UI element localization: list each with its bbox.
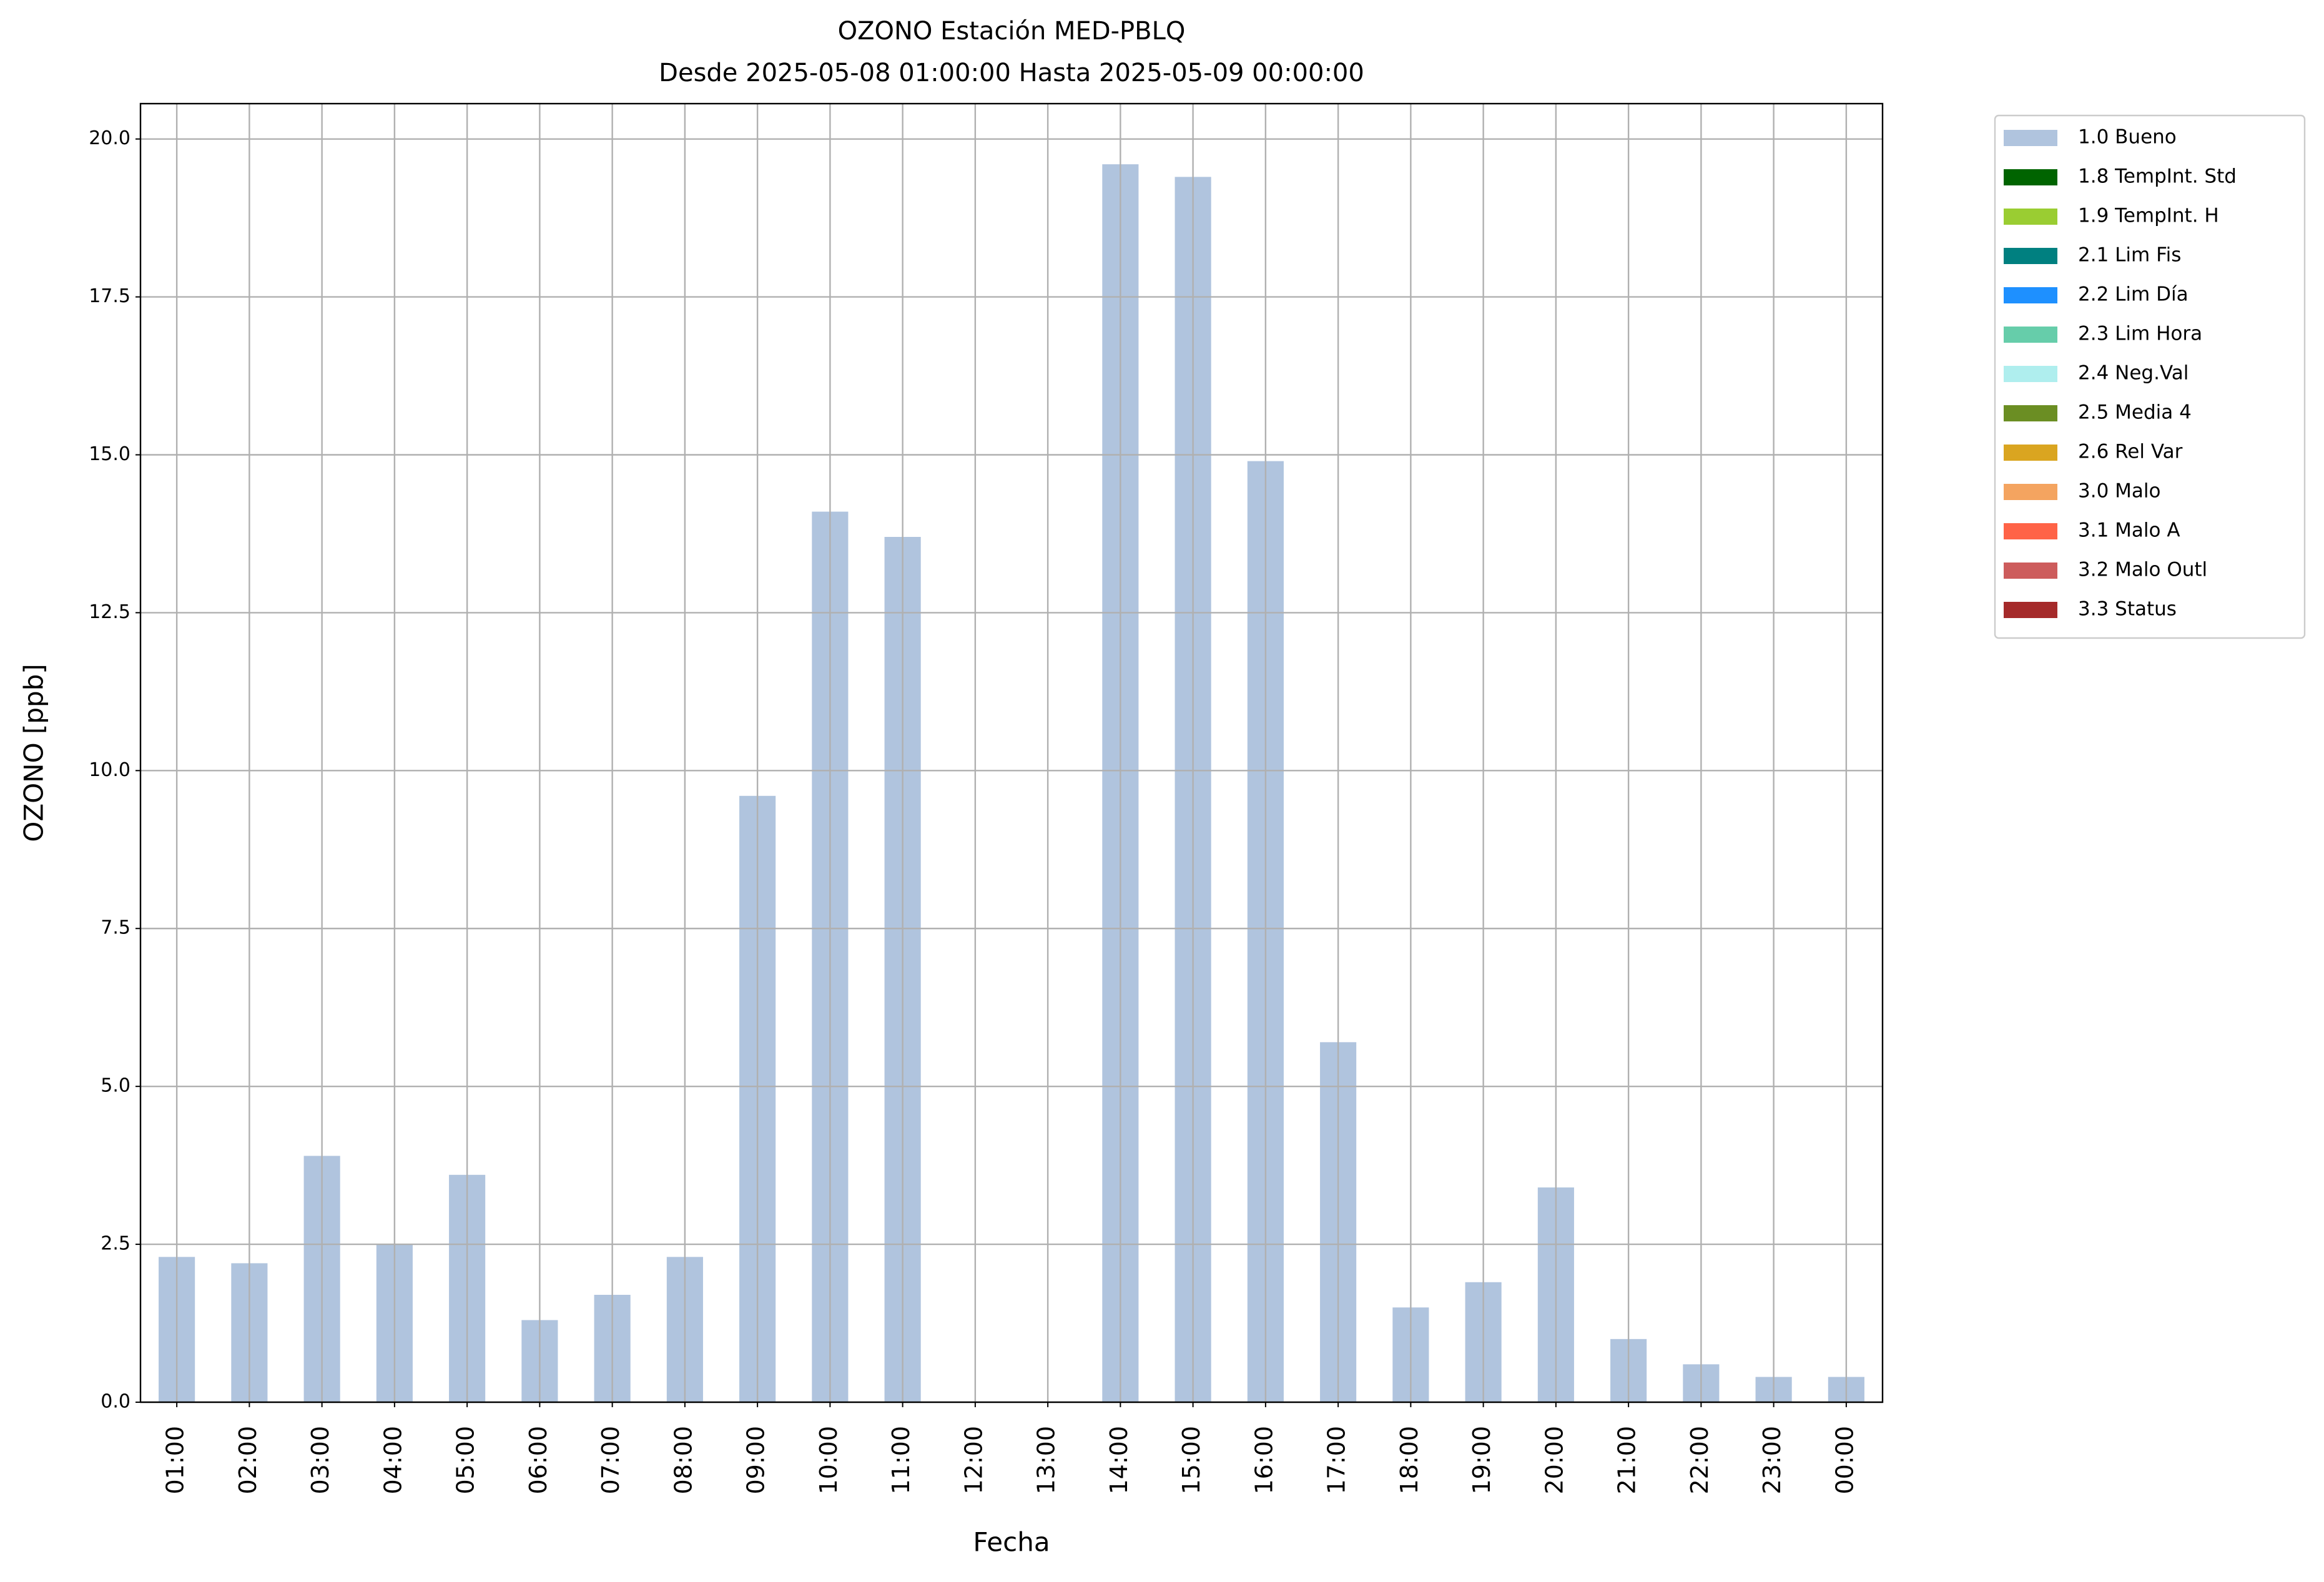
legend-swatch [2004, 209, 2057, 225]
x-axis-label: Fecha [973, 1527, 1050, 1558]
x-tick-label: 16:00 [1250, 1426, 1278, 1495]
x-tick-label: 19:00 [1468, 1426, 1495, 1495]
legend-label: 1.0 Bueno [2078, 126, 2177, 149]
legend-swatch [2004, 287, 2057, 303]
chart-title: OZONO Estación MED-PBLQ [838, 17, 1186, 46]
legend-swatch [2004, 445, 2057, 461]
x-tick-label: 22:00 [1686, 1426, 1713, 1495]
chart-subtitle: Desde 2025-05-08 01:00:00 Hasta 2025-05-… [659, 59, 1364, 87]
y-tick-label: 15.0 [89, 443, 130, 465]
legend-swatch [2004, 169, 2057, 185]
y-tick-label: 10.0 [89, 759, 130, 781]
x-tick-label: 08:00 [669, 1426, 697, 1495]
legend-label: 1.8 TempInt. Std [2078, 165, 2237, 188]
legend-label: 3.3 Status [2078, 598, 2177, 621]
legend-label: 2.1 Lim Fis [2078, 244, 2181, 267]
x-tick-label: 12:00 [960, 1426, 987, 1495]
x-tick-label: 10:00 [815, 1426, 842, 1495]
x-tick-label: 01:00 [162, 1426, 189, 1495]
legend-swatch [2004, 602, 2057, 618]
legend-swatch [2004, 563, 2057, 579]
x-tick-label: 06:00 [524, 1426, 552, 1495]
x-tick-label: 11:00 [887, 1426, 915, 1495]
y-tick-label: 12.5 [89, 601, 130, 623]
y-axis-label: OZONO [ppb] [19, 664, 49, 842]
y-tick-label: 17.5 [89, 285, 130, 307]
x-tick-label: 04:00 [379, 1426, 406, 1495]
x-tick-label: 23:00 [1758, 1426, 1786, 1495]
x-tick-label: 00:00 [1831, 1426, 1858, 1495]
legend-label: 3.0 Malo [2078, 480, 2160, 503]
legend-swatch [2004, 484, 2057, 500]
x-tick-label: 20:00 [1540, 1426, 1568, 1495]
legend-label: 1.9 TempInt. H [2078, 205, 2219, 227]
legend-label: 3.2 Malo Outl [2078, 559, 2207, 581]
legend-label: 2.5 Media 4 [2078, 401, 2192, 424]
legend-label: 2.4 Neg.Val [2078, 362, 2189, 385]
legend-label: 2.6 Rel Var [2078, 441, 2183, 463]
legend-swatch [2004, 405, 2057, 421]
x-tick-label: 05:00 [452, 1426, 480, 1495]
x-tick-label: 13:00 [1033, 1426, 1060, 1495]
x-tick-label: 14:00 [1105, 1426, 1133, 1495]
plot-frame [139, 102, 1884, 1403]
legend-label: 3.1 Malo A [2078, 519, 2180, 542]
y-tick-label: 7.5 [101, 917, 130, 939]
legend-swatch [2004, 523, 2057, 539]
legend-box [1994, 114, 2306, 639]
legend-swatch [2004, 327, 2057, 343]
x-tick-label: 09:00 [742, 1426, 770, 1495]
y-tick-label: 0.0 [101, 1391, 130, 1413]
x-tick-label: 03:00 [307, 1426, 334, 1495]
x-tick-label: 15:00 [1178, 1426, 1205, 1495]
y-tick-label: 20.0 [89, 127, 130, 149]
legend-label: 2.3 Lim Hora [2078, 323, 2202, 345]
x-tick-label: 18:00 [1396, 1426, 1423, 1495]
x-tick-label: 21:00 [1613, 1426, 1641, 1495]
legend-label: 2.2 Lim Día [2078, 283, 2189, 306]
x-tick-label: 07:00 [597, 1426, 624, 1495]
legend-swatch [2004, 366, 2057, 382]
x-tick-label: 17:00 [1323, 1426, 1351, 1495]
y-tick-label: 2.5 [101, 1233, 130, 1255]
y-tick-label: 5.0 [101, 1075, 130, 1097]
legend-swatch [2004, 248, 2057, 264]
legend-swatch [2004, 130, 2057, 146]
x-tick-label: 02:00 [234, 1426, 262, 1495]
